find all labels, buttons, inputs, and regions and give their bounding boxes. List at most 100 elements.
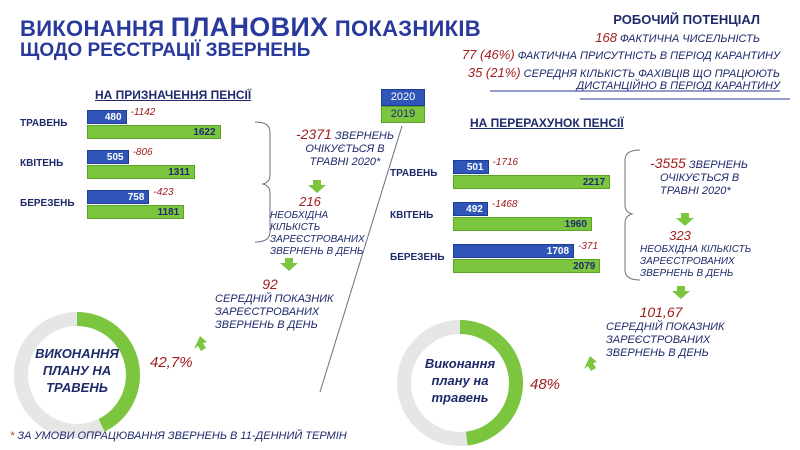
left-average-value: 92 bbox=[262, 276, 278, 292]
bar-2019: 1622 bbox=[87, 125, 221, 139]
right-bracket bbox=[624, 149, 641, 281]
potential-text-2: ФАКТИЧНА ПРИСУТНІСТЬ В ПЕРІОД КАРАНТИНУ bbox=[517, 50, 780, 62]
footnote: * ЗА УМОВИ ОПРАЦЮВАННЯ ЗВЕРНЕНЬ В 11-ДЕН… bbox=[10, 430, 347, 442]
left-required-note: 216 НЕОБХІДНА КІЛЬКІСТЬ ЗАРЕЄСТРОВАНИХ З… bbox=[270, 194, 370, 258]
left-average-line2: ЗАРЕЄСТРОВАНИХ bbox=[215, 306, 320, 318]
right-required-line2: ЗАРЕЄСТРОВАНИХ bbox=[640, 256, 735, 267]
left-required-line1: НЕОБХІДНА КІЛЬКІСТЬ bbox=[270, 210, 329, 233]
right-expected-note: -3555 ЗВЕРНЕНЬ ОЧІКУЄТЬСЯ В ТРАВНІ 2020* bbox=[650, 155, 770, 198]
right-average-line2: ЗАРЕЄСТРОВАНИХ bbox=[606, 334, 711, 346]
right-expected-value: -3555 bbox=[650, 155, 686, 171]
left-required-line2: ЗАРЕЄСТРОВАНИХ bbox=[270, 234, 365, 245]
right-percent: 48% bbox=[530, 376, 561, 393]
difference-label: -1468 bbox=[491, 199, 518, 210]
bar-2019: 1960 bbox=[453, 217, 592, 231]
arrow-icon bbox=[280, 258, 298, 271]
left-expected-note: -2371 ЗВЕРНЕНЬ ОЧІКУЄТЬСЯ В ТРАВНІ 2020* bbox=[285, 126, 405, 169]
bar-2020: 1708 bbox=[453, 244, 575, 258]
potential-value-2: 77 (46%) bbox=[461, 47, 515, 62]
potential-text-1: ФАКТИЧНА ЧИСЕЛЬНІСТЬ bbox=[620, 33, 760, 45]
left-required-value: 216 bbox=[299, 194, 321, 209]
right-required-line3: ЗВЕРНЕНЬ В ДЕНЬ bbox=[640, 268, 734, 279]
left-average-note: 92 СЕРЕДНІЙ ПОКАЗНИК ЗАРЕЄСТРОВАНИХ ЗВЕР… bbox=[215, 276, 345, 332]
potential-item-2: 77 (46%) ФАКТИЧНА ПРИСУТНІСТЬ В ПЕРІОД К… bbox=[462, 47, 780, 62]
difference-label: -1716 bbox=[492, 157, 519, 168]
right-donut-line3: травень bbox=[431, 390, 489, 405]
category-label: КВІТЕНЬ bbox=[20, 158, 64, 169]
category-label: БЕРЕЗЕНЬ bbox=[390, 252, 445, 263]
potential-heading: РОБОЧИЙ ПОТЕНЦІАЛ bbox=[613, 12, 760, 27]
right-donut-label: Виконання плану на травень bbox=[400, 355, 520, 406]
left-average-line3: ЗВЕРНЕНЬ В ДЕНЬ bbox=[215, 319, 318, 331]
left-expected-line1: ЗВЕРНЕНЬ bbox=[334, 130, 395, 142]
potential-value-3: 35 (21%) bbox=[467, 65, 521, 80]
arrow-icon bbox=[308, 180, 326, 193]
title-part1: ВИКОНАННЯ bbox=[20, 16, 165, 41]
left-percent: 42,7% bbox=[150, 354, 193, 371]
bar-2020: 501 bbox=[453, 160, 489, 174]
right-chart-title: НА ПЕРЕРАХУНОК ПЕНСІЇ bbox=[470, 116, 624, 130]
divider-diagonal bbox=[319, 125, 403, 393]
right-required-line1: НЕОБХІДНА КІЛЬКІСТЬ bbox=[640, 244, 752, 255]
page-subtitle: ЩОДО РЕЄСТРАЦІЇ ЗВЕРНЕНЬ bbox=[20, 40, 311, 61]
category-label: ТРАВЕНЬ bbox=[390, 168, 438, 179]
left-chart-title: НА ПРИЗНАЧЕННЯ ПЕНСІЇ bbox=[95, 88, 252, 102]
bar-2020: 480 bbox=[87, 110, 127, 124]
potential-item-3: 35 (21%) СЕРЕДНЯ КІЛЬКІСТЬ ФАХІВЦІВ ЩО П… bbox=[468, 65, 780, 80]
right-donut-line2: плану на bbox=[431, 373, 489, 388]
potential-item-4: ДИСТАНЦІЙНО В ПЕРІОД КАРАНТИНУ bbox=[576, 80, 780, 92]
left-donut-line2: ПЛАНУ НА bbox=[42, 363, 112, 378]
arrow-icon bbox=[676, 213, 694, 226]
right-expected-line1: ЗВЕРНЕНЬ bbox=[688, 159, 749, 171]
title-part3: ПОКАЗНИКІВ bbox=[334, 16, 481, 41]
right-average-note: 101,67 СЕРЕДНІЙ ПОКАЗНИК ЗАРЕЄСТРОВАНИХ … bbox=[606, 304, 746, 360]
left-required-line3: ЗВЕРНЕНЬ В ДЕНЬ bbox=[270, 246, 364, 257]
left-donut-line3: ТРАВЕНЬ bbox=[46, 380, 108, 395]
right-required-value: 323 bbox=[669, 228, 691, 243]
donut-progress bbox=[14, 312, 140, 438]
bar-2019: 1311 bbox=[87, 165, 195, 179]
left-donut-label: ВИКОНАННЯ ПЛАНУ НА ТРАВЕНЬ bbox=[17, 345, 137, 396]
category-label: БЕРЕЗЕНЬ bbox=[20, 198, 75, 209]
legend-2019: 2019 bbox=[381, 106, 425, 123]
potential-text-3: СЕРЕДНЯ КІЛЬКІСТЬ ФАХІВЦІВ ЩО ПРАЦЮЮТЬ bbox=[523, 68, 780, 80]
title-part2: ПЛАНОВИХ bbox=[170, 12, 329, 42]
bar-2019: 2217 bbox=[453, 175, 611, 189]
difference-label: -423 bbox=[153, 187, 174, 198]
left-donut-line1: ВИКОНАННЯ bbox=[35, 346, 119, 361]
category-label: ТРАВЕНЬ bbox=[20, 118, 68, 129]
footnote-text: ЗА УМОВИ ОПРАЦЮВАННЯ ЗВЕРНЕНЬ В 11-ДЕННИ… bbox=[14, 430, 347, 442]
right-expected-line3: ТРАВНІ 2020* bbox=[660, 185, 731, 197]
right-required-note: 323 НЕОБХІДНА КІЛЬКІСТЬ ЗАРЕЄСТРОВАНИХ З… bbox=[640, 228, 760, 280]
page-title: ВИКОНАННЯ ПЛАНОВИХ ПОКАЗНИКІВ bbox=[20, 12, 481, 43]
bar-2020: 758 bbox=[87, 190, 150, 204]
left-chart: ТРАВЕНЬ 480 1622 -1142 КВІТЕНЬ 505 1311 -806 БЕР… bbox=[20, 107, 260, 240]
donut-progress bbox=[397, 320, 523, 446]
right-donut bbox=[397, 320, 523, 446]
difference-label: -806 bbox=[132, 147, 153, 158]
bar-2020: 505 bbox=[87, 150, 129, 164]
left-bracket bbox=[254, 121, 271, 243]
left-expected-line2: ОЧІКУЄТЬСЯ В bbox=[305, 143, 385, 155]
potential-value-1: 168 bbox=[595, 30, 617, 45]
left-donut bbox=[14, 312, 140, 438]
legend-2020: 2020 bbox=[381, 89, 425, 106]
left-expected-value: -2371 bbox=[295, 126, 332, 142]
right-average-value: 101,67 bbox=[639, 304, 683, 320]
right-expected-line2: ОЧІКУЄТЬСЯ В bbox=[660, 172, 740, 184]
arrow-icon bbox=[584, 356, 597, 371]
potential-item-1: 168 ФАКТИЧНА ЧИСЕЛЬНІСТЬ bbox=[595, 30, 760, 45]
right-average-line3: ЗВЕРНЕНЬ В ДЕНЬ bbox=[606, 347, 709, 359]
right-donut-line1: Виконання bbox=[424, 356, 496, 371]
bar-2020: 492 bbox=[453, 202, 488, 216]
difference-label: -1142 bbox=[130, 107, 156, 118]
bar-2019: 1181 bbox=[87, 205, 185, 219]
footnote-star: * bbox=[10, 430, 15, 442]
arrow-icon bbox=[194, 336, 207, 351]
difference-label: -371 bbox=[578, 241, 599, 252]
left-average-line1: СЕРЕДНІЙ ПОКАЗНИК bbox=[215, 293, 334, 305]
right-average-line1: СЕРЕДНІЙ ПОКАЗНИК bbox=[606, 321, 725, 333]
bar-2019: 2079 bbox=[453, 259, 601, 273]
arrow-icon bbox=[672, 286, 690, 299]
